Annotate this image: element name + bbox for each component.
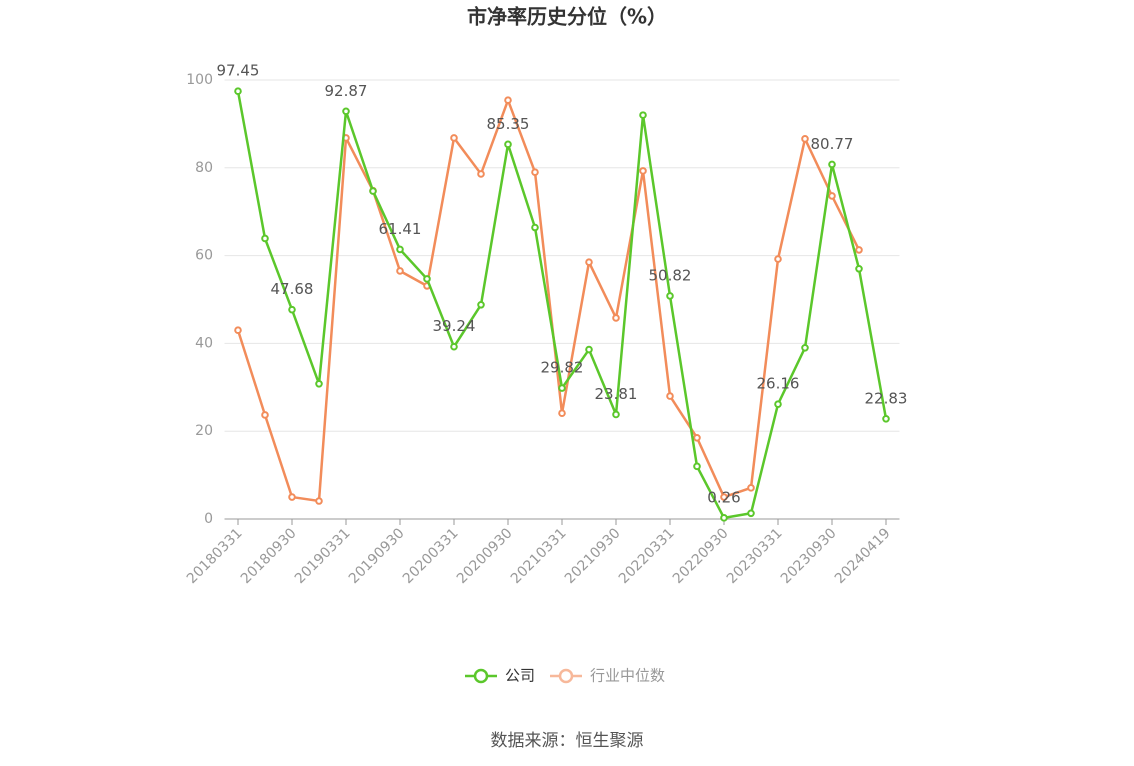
point [558,409,566,418]
point [693,462,701,471]
x-tick-label: 20240419 [832,525,894,587]
data-label: 29.82 [541,359,584,377]
point [612,410,620,419]
data-label: 47.68 [271,280,314,298]
point [234,87,242,95]
point [477,170,485,178]
point [261,411,269,419]
x-tick-label: 20200930 [454,525,516,587]
point [261,234,269,243]
point [774,400,782,408]
data-label: 23.81 [595,385,638,403]
point [855,246,863,254]
legend-label: 行业中位数 [590,667,665,685]
series-line [236,90,888,520]
x-tick-label: 20230331 [724,525,786,587]
y-tick-label: 80 [195,160,213,176]
point [450,342,458,351]
data-label: 97.45 [217,62,260,80]
x-tick-label: 20190331 [292,525,354,587]
point [612,314,620,322]
point [585,258,593,266]
point [531,223,539,232]
point [531,168,539,176]
point [882,414,890,423]
data-label: 0.26 [707,488,740,506]
x-tick-label: 20220930 [670,525,732,587]
data-label: 39.24 [433,317,476,335]
point [855,264,863,273]
y-tick-label: 60 [195,248,213,264]
series-line [236,96,861,503]
x-tick-label: 20190930 [346,525,408,587]
point [801,135,809,143]
point [504,140,512,149]
point [720,514,728,522]
data-label: 22.83 [865,389,908,407]
point [396,245,404,254]
point [720,493,728,501]
data-label: 50.82 [649,266,692,284]
chart-title: 市净率历史分位（%） [467,5,667,29]
x-tick-label: 20210930 [562,525,624,587]
point [342,107,350,116]
point [639,167,647,175]
y-tick-label: 20 [195,423,213,439]
data-label: 85.35 [487,115,530,133]
point [693,433,701,442]
y-tick-label: 0 [204,511,213,527]
point [828,192,836,200]
point [558,384,566,392]
point [585,345,593,354]
data-label: 61.41 [379,220,422,238]
x-tick-label: 20180331 [184,525,246,587]
point [315,497,323,505]
point [477,300,485,309]
point [774,255,782,263]
legend-marker [473,668,489,684]
x-tick-label: 20220331 [616,525,678,587]
point [666,392,674,400]
point [747,484,755,492]
point [315,379,323,388]
point [450,134,458,142]
legend-marker [558,668,574,684]
point [423,275,431,283]
point [234,326,242,335]
source: 数据来源：恒生聚源 [491,731,644,751]
point [828,160,836,169]
point [504,96,512,104]
point [396,267,404,275]
point [747,509,755,518]
data-label: 92.87 [325,82,368,100]
point [666,292,674,300]
x-tick-label: 20180930 [238,525,300,587]
x-tick-label: 20230930 [778,525,840,587]
legend-label: 公司 [505,667,535,685]
point [639,111,647,119]
y-tick-label: 100 [186,72,213,88]
point [288,305,296,314]
x-tick-label: 20200331 [400,525,462,587]
point [801,343,809,352]
data-label: 80.77 [811,135,854,153]
point [288,493,296,501]
data-label: 26.16 [757,375,800,393]
y-tick-label: 40 [195,335,213,351]
point [369,187,377,195]
x-tick-label: 20210331 [508,525,570,587]
